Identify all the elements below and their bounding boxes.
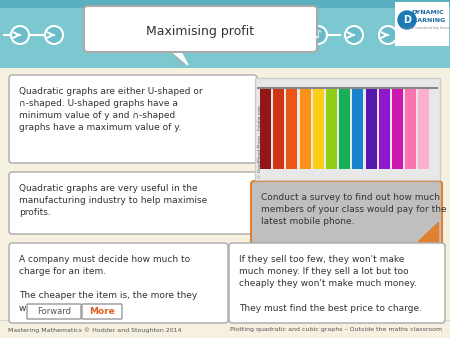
FancyBboxPatch shape	[9, 172, 257, 234]
Text: ♪: ♪	[315, 30, 322, 40]
Text: LEARNING: LEARNING	[410, 18, 446, 23]
Text: Create outstanding lessons: Create outstanding lessons	[401, 26, 450, 30]
FancyBboxPatch shape	[251, 181, 442, 245]
Circle shape	[11, 26, 29, 44]
Polygon shape	[418, 222, 438, 241]
FancyBboxPatch shape	[392, 89, 403, 169]
FancyBboxPatch shape	[229, 243, 445, 323]
FancyBboxPatch shape	[379, 89, 390, 169]
Circle shape	[398, 11, 416, 29]
FancyBboxPatch shape	[0, 68, 450, 338]
FancyBboxPatch shape	[0, 0, 450, 8]
Text: Mastering Mathematics © Hodder and Stoughton 2014: Mastering Mathematics © Hodder and Stoug…	[8, 327, 181, 333]
Text: Conduct a survey to find out how much
members of your class would pay for the
la: Conduct a survey to find out how much me…	[261, 193, 446, 226]
Text: More: More	[89, 307, 115, 316]
Text: Plotting quadratic and cubic graphs – Outside the maths classroom: Plotting quadratic and cubic graphs – Ou…	[230, 328, 442, 333]
FancyBboxPatch shape	[300, 89, 310, 169]
FancyBboxPatch shape	[0, 0, 450, 68]
FancyBboxPatch shape	[352, 89, 364, 169]
Circle shape	[45, 26, 63, 44]
Circle shape	[309, 26, 327, 44]
FancyBboxPatch shape	[27, 304, 81, 319]
FancyBboxPatch shape	[405, 89, 416, 169]
FancyBboxPatch shape	[84, 6, 317, 52]
Text: DYNAMIC: DYNAMIC	[412, 9, 445, 15]
Text: D: D	[403, 15, 411, 25]
Text: If they sell too few, they won't make
much money. If they sell a lot but too
che: If they sell too few, they won't make mu…	[239, 255, 422, 313]
Circle shape	[345, 26, 363, 44]
FancyBboxPatch shape	[260, 89, 271, 169]
FancyBboxPatch shape	[9, 75, 257, 163]
Text: A company must decide how much to
charge for an item.

The cheaper the item is, : A company must decide how much to charge…	[19, 255, 197, 313]
Text: Forward: Forward	[37, 307, 71, 316]
FancyBboxPatch shape	[395, 2, 449, 46]
FancyBboxPatch shape	[286, 89, 297, 169]
Text: Quadratic graphs are either U-shaped or
∩-shaped. U-shaped graphs have a
minimum: Quadratic graphs are either U-shaped or …	[19, 87, 203, 132]
Polygon shape	[170, 50, 188, 65]
FancyBboxPatch shape	[313, 89, 324, 169]
FancyBboxPatch shape	[326, 89, 337, 169]
Text: Maximising profit: Maximising profit	[146, 24, 254, 38]
FancyBboxPatch shape	[418, 89, 429, 169]
FancyBboxPatch shape	[9, 243, 228, 323]
FancyBboxPatch shape	[339, 89, 350, 169]
FancyBboxPatch shape	[255, 78, 440, 180]
FancyBboxPatch shape	[82, 304, 122, 319]
Circle shape	[379, 26, 397, 44]
FancyBboxPatch shape	[273, 89, 284, 169]
Text: © GoodMood Photo – Fotolia.com: © GoodMood Photo – Fotolia.com	[258, 105, 262, 178]
FancyBboxPatch shape	[365, 89, 377, 169]
Text: Quadratic graphs are very useful in the
manufacturing industry to help maximise
: Quadratic graphs are very useful in the …	[19, 184, 207, 217]
